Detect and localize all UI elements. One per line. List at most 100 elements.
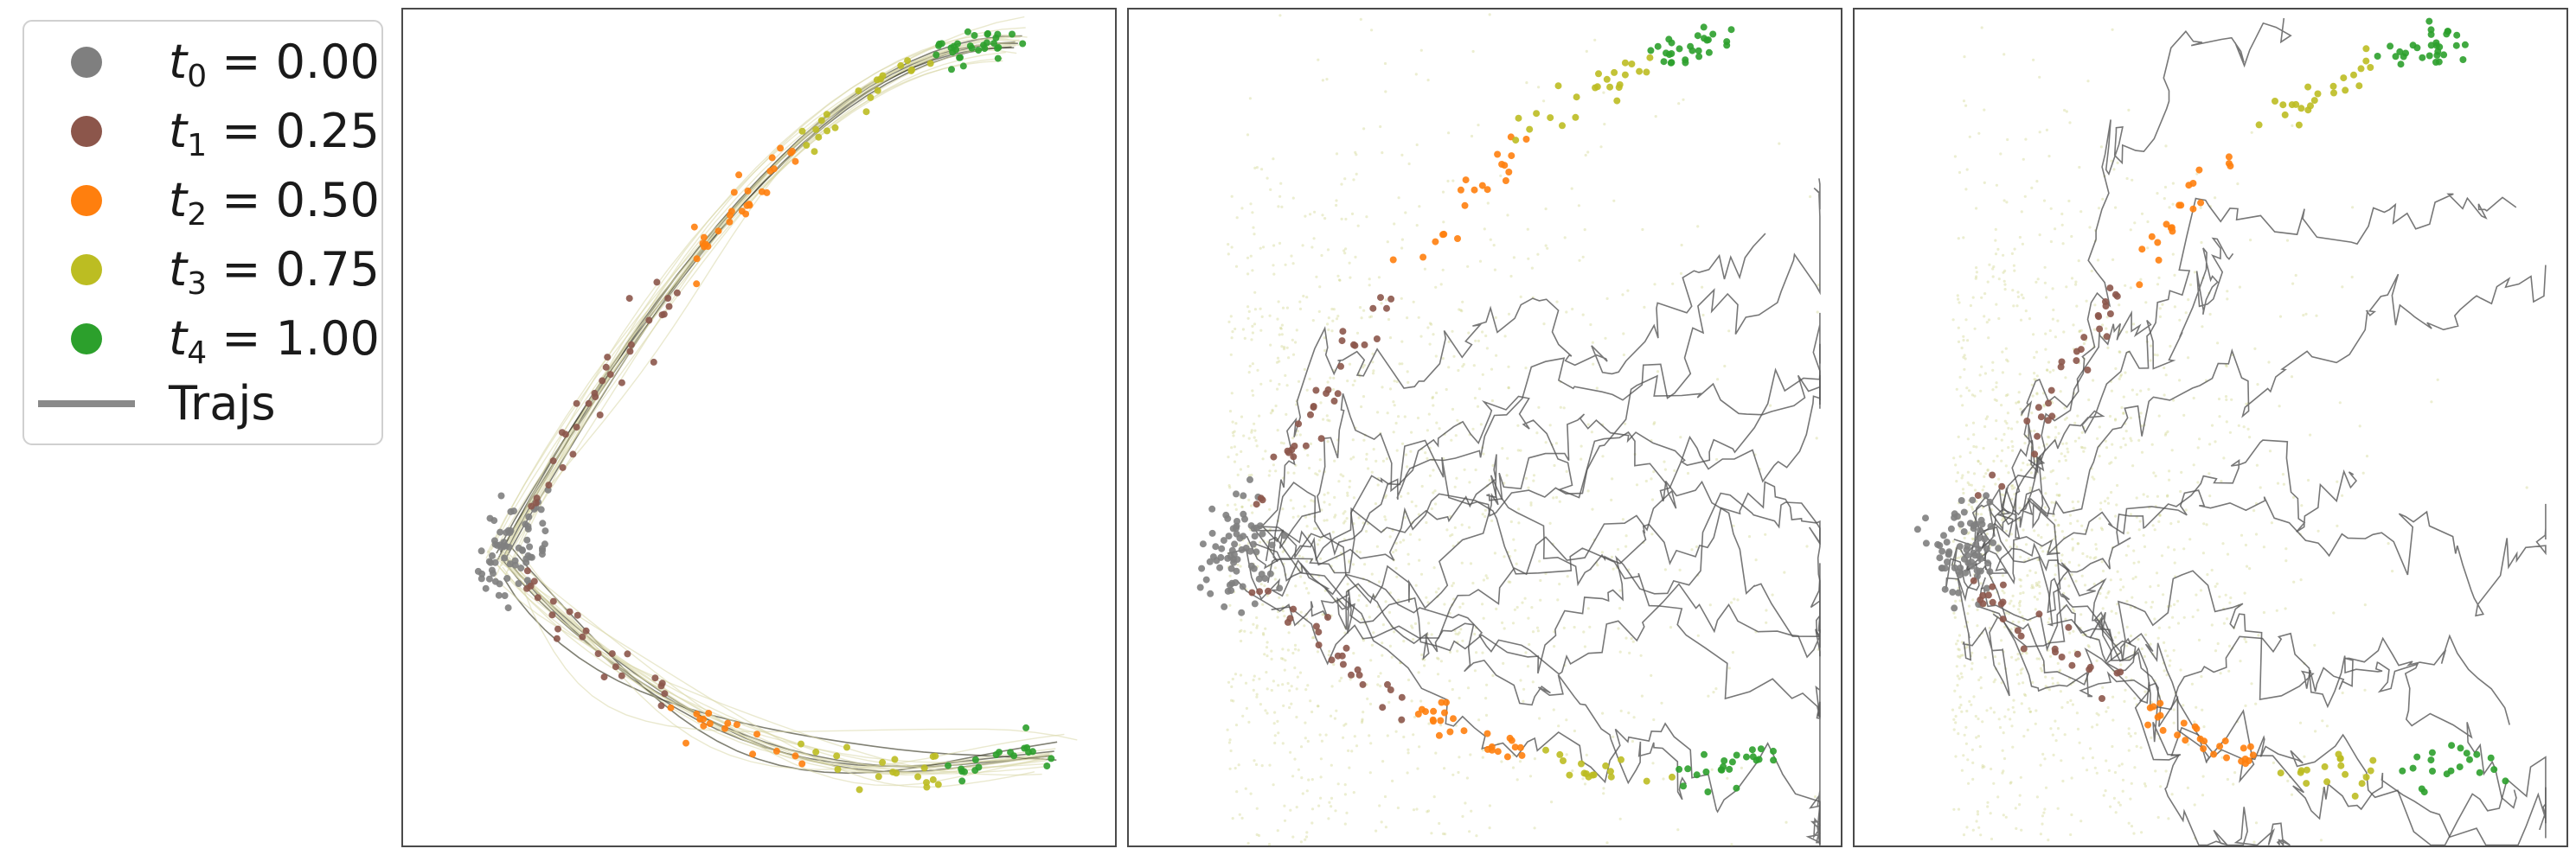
data-point-t2 — [735, 171, 743, 179]
data-point-t3 — [914, 773, 922, 781]
density-dot — [1998, 725, 2002, 730]
density-dot — [2286, 779, 2290, 783]
density-dot — [1952, 807, 1956, 811]
density-dot — [2163, 433, 2167, 437]
density-dot — [1984, 472, 1988, 475]
density-dot — [1240, 505, 1244, 508]
density-dot — [1701, 285, 1704, 289]
density-dot — [2131, 596, 2134, 599]
data-point-t4 — [1701, 750, 1708, 758]
density-dot — [1586, 423, 1590, 426]
density-dot — [1524, 651, 1528, 654]
density-dot — [1676, 828, 1680, 832]
density-dot — [2007, 471, 2010, 475]
density-dot — [1329, 376, 1332, 380]
density-dot — [1326, 491, 1330, 494]
density-dot — [2018, 610, 2022, 614]
data-point-t0 — [491, 558, 499, 566]
density-dot — [1630, 637, 1633, 641]
density-dot — [2060, 759, 2063, 762]
density-dot — [2156, 283, 2160, 286]
density-dot — [1460, 561, 1464, 565]
density-dot — [1488, 13, 1491, 16]
data-point-t2 — [2189, 205, 2197, 213]
density-dot — [1246, 305, 1250, 309]
density-dot — [1436, 656, 1439, 660]
density-dot — [2041, 822, 2044, 826]
density-dot — [2046, 523, 2049, 526]
density-dot — [2156, 494, 2159, 498]
data-point-t4 — [1048, 755, 1055, 762]
data-point-t1 — [2102, 303, 2110, 309]
density-dot — [1957, 435, 1960, 438]
density-dot — [1235, 216, 1239, 220]
density-dot — [1663, 468, 1667, 471]
density-dot — [1562, 406, 1566, 410]
data-point-t4 — [1025, 749, 1033, 756]
density-dot — [1727, 329, 1731, 333]
density-dot — [2164, 431, 2168, 435]
density-dot — [1355, 744, 1359, 748]
density-dot — [1257, 833, 1261, 838]
density-dot — [1351, 383, 1355, 386]
density-dot — [1566, 575, 1569, 578]
density-dot — [2102, 794, 2105, 797]
density-dot — [1995, 303, 1998, 306]
density-dot — [2001, 519, 2004, 522]
density-dot — [1355, 331, 1360, 335]
density-dot — [2214, 649, 2218, 653]
density-dot — [1371, 352, 1375, 355]
density-dot — [2127, 727, 2131, 731]
data-point-t1 — [625, 295, 633, 303]
density-dot — [1428, 474, 1432, 477]
data-point-t2 — [721, 724, 728, 732]
density-dot — [1499, 174, 1503, 177]
density-dot — [1991, 368, 1995, 372]
data-point-t1 — [594, 650, 602, 658]
density-dot — [1334, 809, 1337, 813]
density-dot — [1997, 316, 2001, 321]
density-dot — [2065, 285, 2068, 289]
density-dot — [2029, 471, 2033, 475]
density-dot — [1251, 511, 1254, 514]
density-dot — [1251, 269, 1254, 272]
density-dot — [1732, 524, 1735, 527]
density-dot — [2047, 361, 2051, 364]
density-dot — [1471, 581, 1475, 585]
density-dot — [2309, 433, 2312, 437]
density-dot — [2055, 482, 2059, 486]
data-point-t3 — [1613, 97, 1621, 105]
density-dot — [2063, 455, 2067, 458]
data-point-t4 — [1695, 53, 1703, 61]
density-dot — [1236, 563, 1240, 566]
density-dot — [1485, 577, 1490, 580]
density-dot — [1413, 622, 1418, 626]
density-dot — [1957, 297, 1960, 301]
density-dot — [1386, 412, 1389, 415]
density-dot — [1556, 598, 1560, 602]
density-dot — [1356, 224, 1360, 227]
density-dot — [2009, 782, 2012, 785]
density-dot — [2014, 807, 2017, 810]
density-dot — [1303, 367, 1306, 371]
density-dot — [2061, 242, 2065, 246]
density-dot — [2038, 131, 2041, 134]
data-point-t2 — [700, 233, 708, 241]
density-dot — [2069, 833, 2073, 837]
data-point-t2 — [2148, 233, 2156, 240]
density-dot — [1961, 404, 1964, 407]
density-dot — [1740, 766, 1743, 770]
density-dot — [2037, 446, 2041, 450]
data-point-t4 — [2399, 767, 2406, 775]
data-point-t3 — [2321, 762, 2329, 770]
density-dot — [2125, 330, 2129, 334]
density-dot — [2000, 438, 2003, 442]
data-point-t0 — [489, 552, 496, 559]
density-dot — [2210, 568, 2214, 572]
density-dot — [1958, 170, 1962, 175]
density-dot — [1978, 745, 1982, 749]
density-dot — [2049, 207, 2053, 210]
density-dot — [1406, 771, 1409, 775]
density-dot — [1252, 679, 1255, 682]
data-point-t1 — [2106, 310, 2114, 317]
